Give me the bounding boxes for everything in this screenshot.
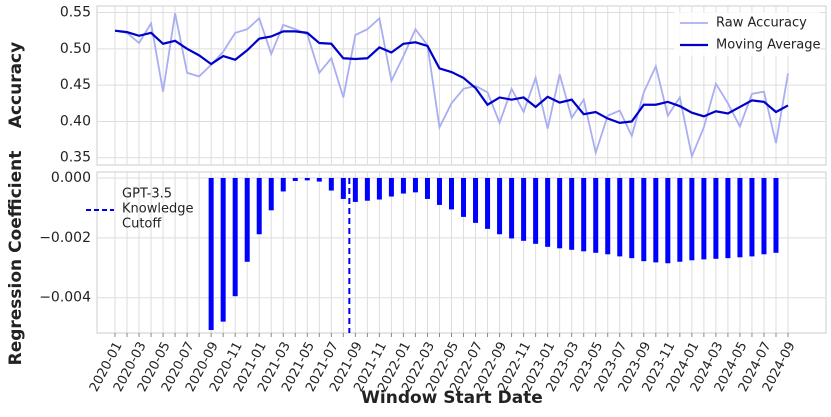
bar	[436, 177, 442, 205]
bar	[653, 177, 659, 263]
bar	[641, 177, 647, 262]
bar	[701, 177, 707, 260]
legend-box	[674, 12, 820, 56]
y-tick-label: −0.002	[39, 230, 91, 246]
bar	[280, 177, 286, 192]
bar	[424, 177, 430, 199]
bar	[569, 177, 575, 250]
bar	[545, 177, 551, 247]
bar	[364, 177, 370, 201]
bar	[581, 177, 587, 252]
bar	[244, 177, 250, 262]
bar	[473, 177, 479, 223]
series-line	[114, 13, 789, 160]
bar	[340, 177, 346, 199]
bar	[617, 177, 623, 257]
bar	[665, 177, 671, 264]
y-tick-label: 0.000	[51, 170, 91, 186]
bar	[497, 177, 503, 235]
bar	[521, 177, 527, 241]
bar	[388, 177, 394, 197]
bar	[749, 177, 755, 257]
bar	[773, 177, 779, 253]
y-axis-label: Accuracy	[6, 42, 26, 128]
bar	[461, 177, 467, 217]
y-tick-label: 0.55	[60, 5, 91, 21]
bar	[533, 177, 539, 244]
bar	[352, 177, 358, 202]
bar	[304, 177, 310, 181]
bar	[292, 177, 298, 181]
bar	[220, 177, 226, 322]
bar	[316, 177, 322, 182]
bar	[400, 177, 406, 194]
bar	[605, 177, 611, 255]
y-tick-label: 0.50	[60, 41, 91, 57]
bar	[376, 177, 382, 200]
bar	[328, 177, 334, 191]
bar	[256, 177, 262, 235]
legend-label: GPT-3.5	[122, 187, 172, 202]
bar	[629, 177, 635, 259]
bar	[725, 177, 731, 259]
legend-label: Knowledge	[122, 202, 193, 217]
bar	[689, 177, 695, 261]
legend-label: Raw Accuracy	[716, 16, 807, 31]
legend-label: Cutoff	[122, 217, 162, 232]
bar	[449, 177, 454, 210]
bar	[713, 177, 719, 259]
bar	[412, 177, 418, 193]
legend-label: Moving Average	[716, 38, 820, 53]
bar	[593, 177, 599, 253]
y-axis-label: Regression Coefficient	[6, 151, 26, 366]
y-tick-label: 0.45	[60, 77, 91, 93]
bar	[268, 177, 274, 211]
bar	[509, 177, 515, 239]
bar	[761, 177, 767, 255]
x-axis-label: Window Start Date	[361, 388, 543, 408]
bar	[737, 177, 743, 258]
y-tick-label: 0.35	[60, 150, 91, 166]
y-tick-label: 0.40	[60, 113, 91, 129]
series-line	[114, 29, 789, 125]
bar	[485, 177, 491, 229]
bar	[677, 177, 683, 262]
bar	[208, 177, 214, 331]
bar	[232, 177, 238, 297]
bar	[557, 177, 563, 249]
y-tick-label: −0.004	[39, 290, 91, 306]
